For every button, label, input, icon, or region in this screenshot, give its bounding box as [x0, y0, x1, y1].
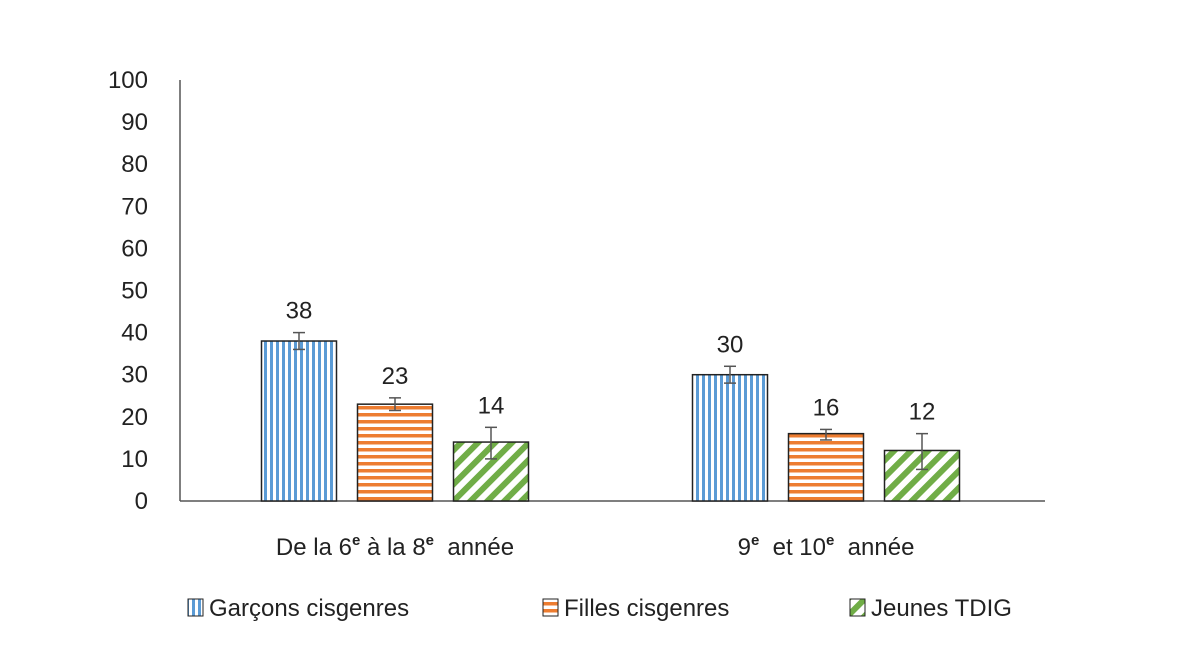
y-tick-label: 20 [121, 404, 148, 431]
bar-jeunes-tdig [883, 449, 961, 502]
data-label: 12 [909, 399, 936, 426]
bar-jeunes-tdig [452, 441, 530, 502]
legend-swatch [542, 598, 559, 617]
error-bar [820, 428, 832, 441]
y-tick-label: 0 [135, 488, 148, 515]
data-label: 30 [717, 331, 744, 358]
error-bar [389, 397, 401, 412]
y-tick-label: 80 [121, 151, 148, 178]
x-category-label: 9e et 10e année [738, 532, 915, 561]
data-label: 16 [813, 394, 840, 421]
bar-gar-ons-cisgenres [691, 373, 769, 502]
y-tick-label: 60 [121, 235, 148, 262]
y-tick-label: 100 [108, 67, 148, 94]
legend: Garçons cisgenres Filles cisgenres Jeunes … [187, 595, 1012, 622]
error-bar [916, 432, 928, 471]
legend-swatch [849, 598, 866, 617]
y-tick-label: 70 [121, 193, 148, 220]
data-label: 14 [478, 392, 505, 419]
y-tick-label: 30 [121, 362, 148, 389]
legend-label: Garçons cisgenres [209, 595, 409, 622]
axes: 0 10 20 30 40 50 60 70 80 90 100 [108, 67, 1045, 515]
data-label: 38 [286, 298, 313, 325]
bar-gar-ons-cisgenres [260, 340, 338, 502]
y-tick-label: 50 [121, 278, 148, 305]
y-tick-label: 40 [121, 320, 148, 347]
error-bar [724, 365, 736, 384]
legend-label: Jeunes TDIG [871, 595, 1012, 622]
labels: 38 30 23 16 14 12 De la 6e à la 8e année 9e et … [276, 298, 935, 561]
error-bar [485, 426, 497, 460]
bars [260, 331, 961, 502]
bar-filles-cisgenres [787, 432, 865, 502]
data-label: 23 [382, 363, 409, 390]
legend-item: Filles cisgenres [542, 595, 729, 622]
legend-item: Jeunes TDIG [849, 595, 1012, 622]
error-bar [293, 331, 305, 351]
y-tick-label: 90 [121, 109, 148, 136]
bar-filles-cisgenres [356, 403, 434, 502]
x-category-label: De la 6e à la 8e année [276, 532, 514, 561]
legend-label: Filles cisgenres [564, 595, 729, 622]
legend-swatch [187, 598, 204, 617]
legend-item: Garçons cisgenres [187, 595, 409, 622]
y-tick-label: 10 [121, 446, 148, 473]
